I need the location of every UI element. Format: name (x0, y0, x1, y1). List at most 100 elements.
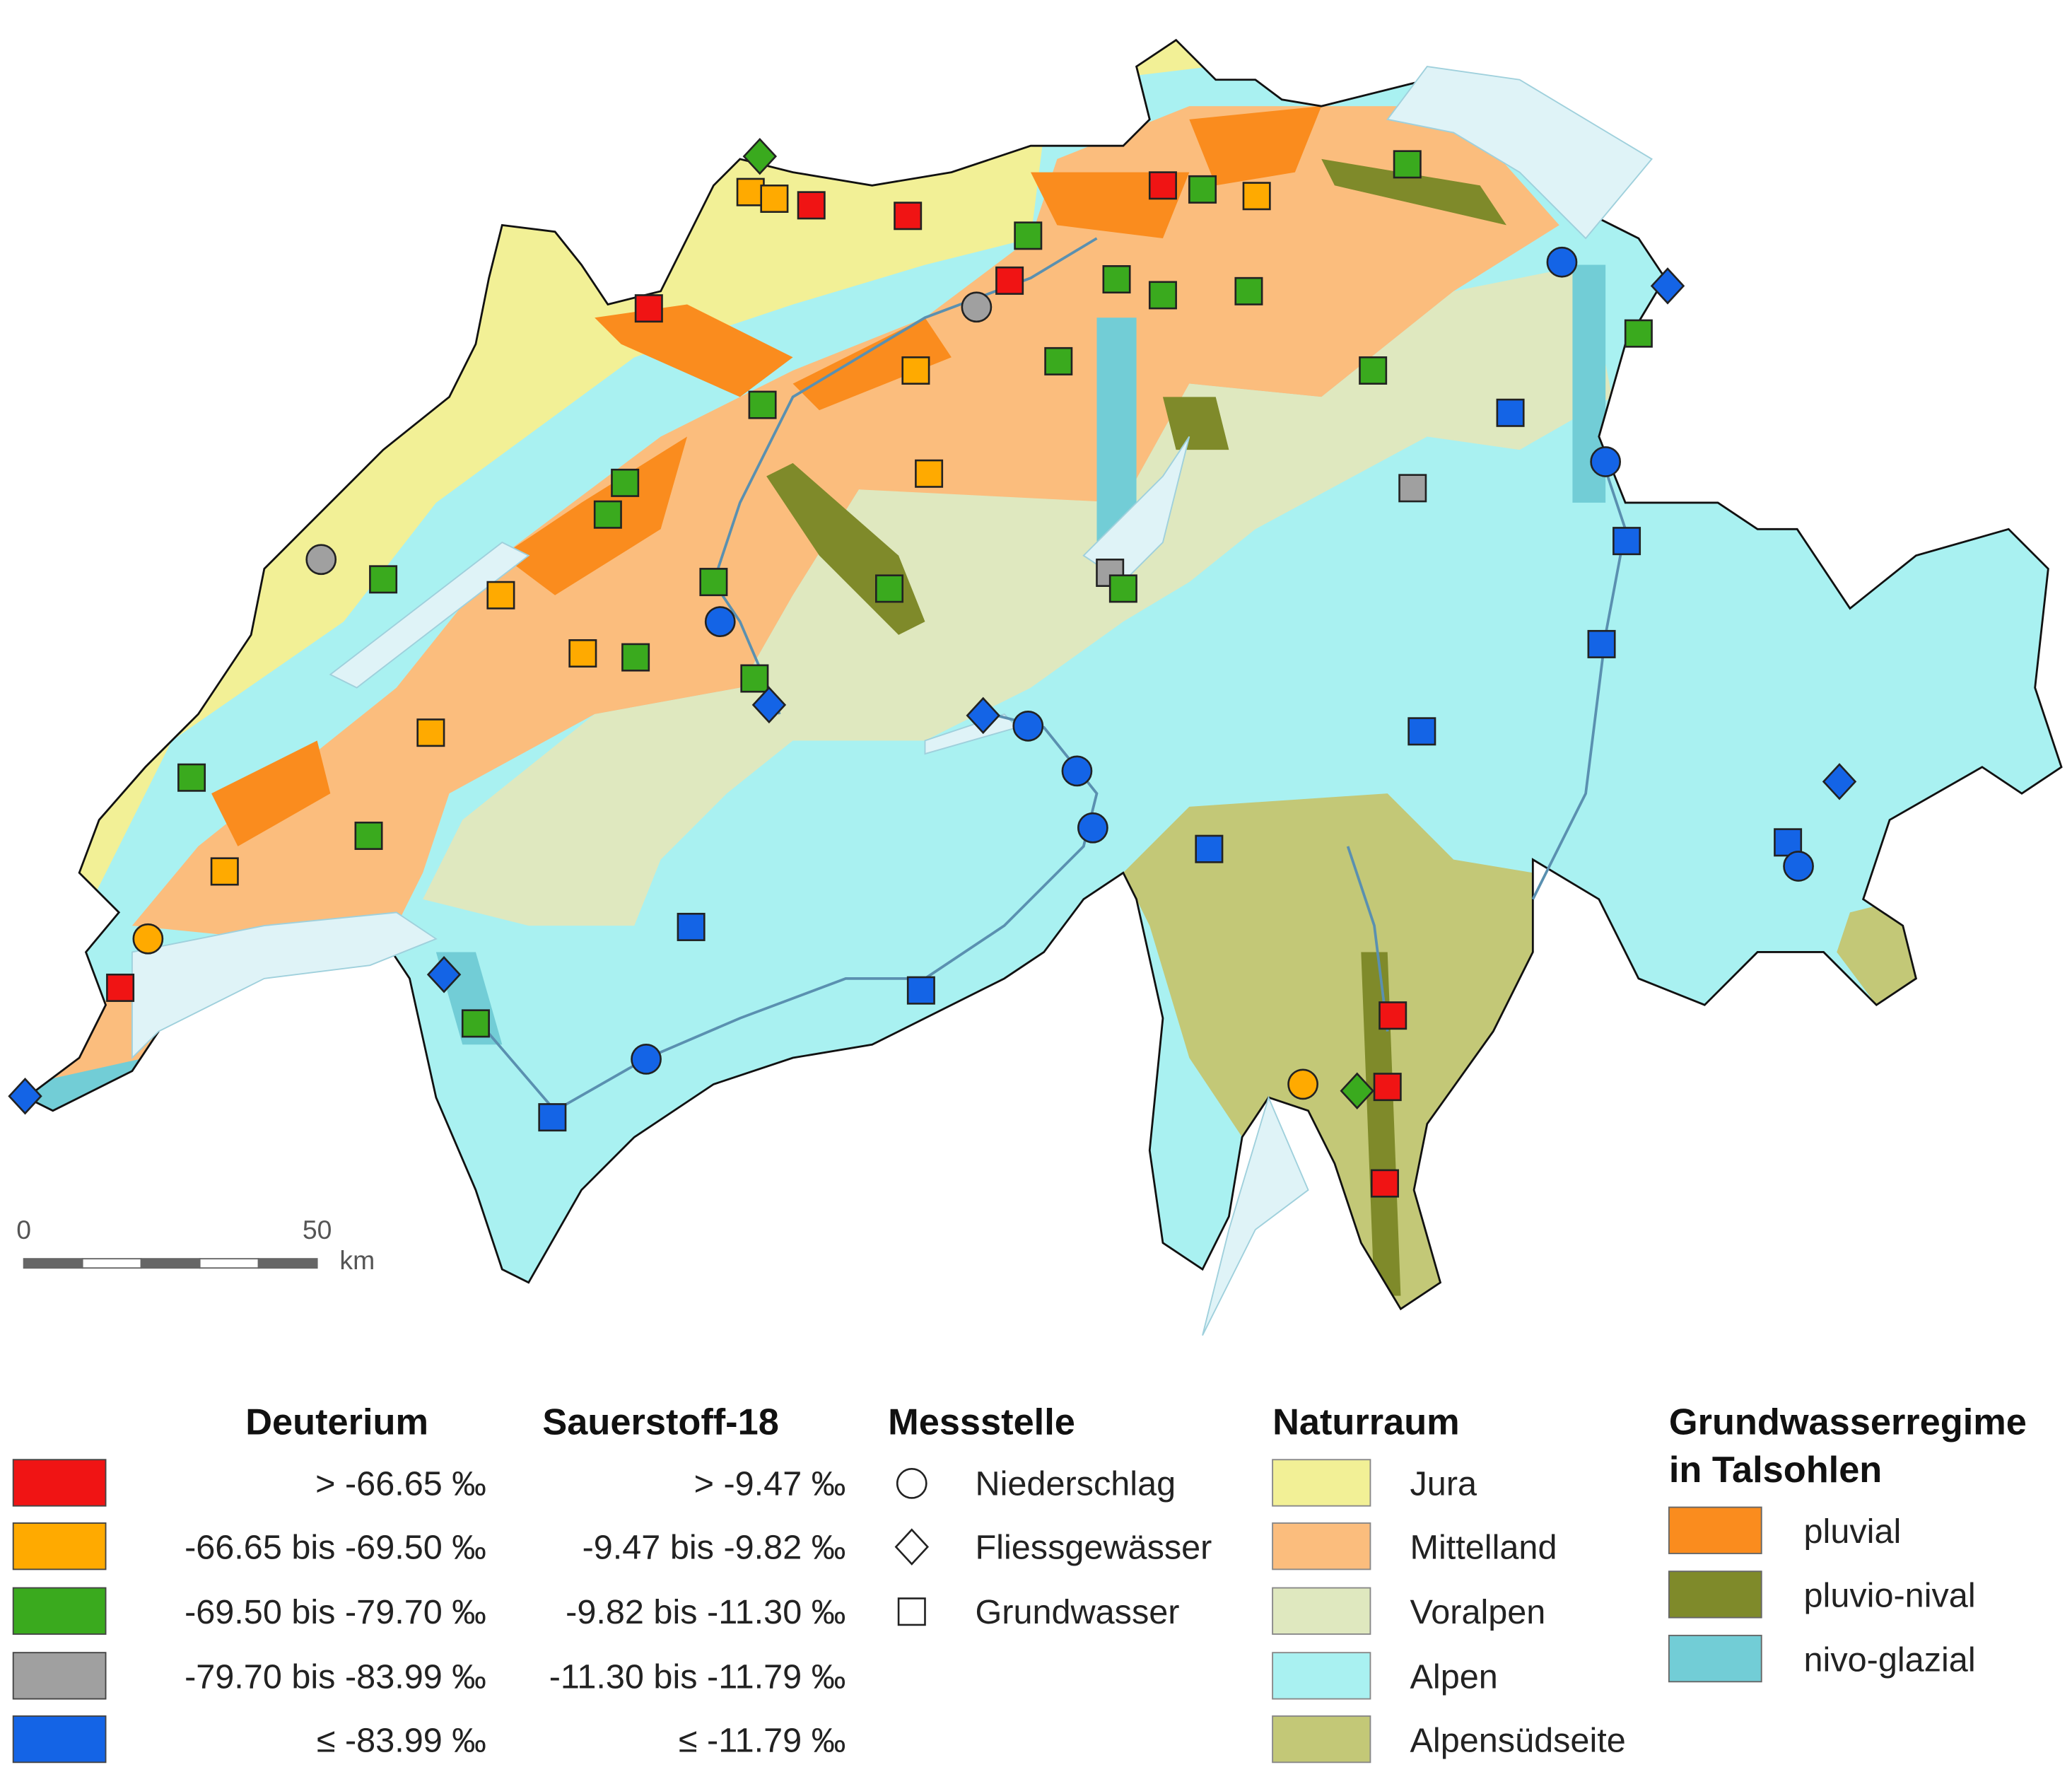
pluvial-area (595, 304, 793, 397)
lakes (131, 66, 1653, 1336)
pluvio-nival-area (1361, 952, 1401, 1296)
scale-segment (257, 1258, 318, 1269)
station-marker (906, 976, 935, 1005)
scale-segment (199, 1258, 259, 1269)
station-marker (966, 696, 1000, 735)
station-marker (751, 686, 787, 724)
station-marker (1108, 574, 1137, 603)
station-marker (1340, 1072, 1374, 1109)
pluvial-area (1189, 106, 1322, 186)
legend-swatch (1668, 1634, 1762, 1683)
pluvial-area (211, 740, 331, 846)
station-marker (1188, 175, 1217, 204)
station-marker (740, 664, 769, 693)
station-marker (210, 857, 239, 886)
station-marker (797, 191, 826, 220)
station-marker (1012, 710, 1044, 742)
station-marker (894, 202, 923, 231)
legend-symbol (896, 1468, 927, 1499)
station-marker (1379, 1001, 1407, 1030)
station-marker (995, 266, 1024, 295)
alpensuedseite-region (1123, 793, 1533, 1310)
legend-label: Fliessgewässer (976, 1528, 1212, 1566)
station-marker (704, 606, 736, 638)
legend-swatch (1272, 1652, 1371, 1700)
legend-label: Grundwasser (976, 1593, 1180, 1631)
legend-swatch (1272, 1522, 1371, 1570)
station-marker (1287, 1068, 1318, 1100)
legend-label: Voralpen (1410, 1593, 1546, 1631)
alpensuedseite-region (1837, 899, 1916, 1006)
mittelland-region (131, 106, 1559, 939)
station-marker (538, 1103, 567, 1132)
legend-label: -9.47 bis -9.82 ‰ (583, 1528, 846, 1566)
station-marker (1407, 717, 1436, 746)
legend-label: ≤ -11.79 ‰ (679, 1721, 845, 1759)
legend-label: -66.65 bis -69.50 ‰ (185, 1528, 486, 1566)
station-marker (305, 544, 337, 576)
legend-swatch (1272, 1587, 1371, 1635)
legend-label: -79.70 bis -83.99 ‰ (185, 1658, 486, 1696)
legend-swatch (12, 1459, 107, 1507)
station-marker (1546, 246, 1578, 278)
station-marker (742, 137, 778, 175)
legend-title: Naturraum (1272, 1402, 1460, 1443)
station-marker (1650, 267, 1685, 305)
station-marker (1102, 265, 1131, 294)
scale-segment (81, 1258, 142, 1269)
station-marker (486, 581, 515, 610)
nivo-glazial-area (1572, 264, 1606, 503)
station-marker (621, 643, 650, 672)
station-marker (1587, 629, 1616, 658)
legend-label: -11.30 bis -11.79 ‰ (549, 1658, 846, 1696)
legend-label: nivo-glazial (1804, 1640, 1976, 1679)
station-marker (593, 500, 622, 529)
legend-label: -69.50 bis -79.70 ‰ (185, 1593, 486, 1631)
station-marker (106, 973, 135, 1002)
station-marker (961, 291, 993, 323)
station-marker (915, 459, 944, 488)
legend-swatch (12, 1652, 107, 1700)
legend-symbol (897, 1597, 926, 1626)
legend-label: Mittelland (1410, 1528, 1557, 1566)
station-marker (1044, 346, 1073, 375)
legend-swatch (1272, 1715, 1371, 1764)
station-marker (1590, 446, 1622, 477)
station-marker (1061, 755, 1093, 787)
legend-title: Deuterium (245, 1402, 428, 1443)
legend-label: pluvial (1804, 1512, 1902, 1551)
scale-segment (140, 1258, 201, 1269)
station-marker (611, 468, 640, 497)
station-marker (1014, 221, 1043, 250)
station-marker (1242, 182, 1271, 211)
station-marker (461, 1009, 490, 1038)
scale-label: km (339, 1245, 375, 1275)
station-marker (354, 821, 383, 850)
station-marker (416, 718, 445, 747)
station-marker (1148, 171, 1177, 200)
station-marker (1148, 281, 1177, 310)
legend-title: Sauerstoff-18 (542, 1402, 778, 1443)
legend-label: > -9.47 ‰ (694, 1465, 846, 1503)
legend-swatch (1668, 1506, 1762, 1554)
station-marker (699, 568, 728, 597)
station-marker (369, 565, 398, 594)
legend-swatch (12, 1587, 107, 1635)
legend-swatch (12, 1715, 107, 1764)
pluvio-nival-area (1162, 397, 1229, 450)
legend-swatch (1272, 1459, 1371, 1507)
legend-title: in Talsohlen (1669, 1450, 1882, 1491)
legend-swatch (1668, 1570, 1762, 1619)
station-marker (634, 294, 663, 323)
station-marker (177, 763, 206, 792)
station-marker (1234, 276, 1263, 305)
scale-label: 0 (16, 1215, 31, 1245)
legend-swatch (12, 1522, 107, 1570)
legend-label: Alpen (1410, 1658, 1498, 1696)
legend-label: Jura (1410, 1465, 1478, 1503)
station-marker (677, 912, 706, 941)
